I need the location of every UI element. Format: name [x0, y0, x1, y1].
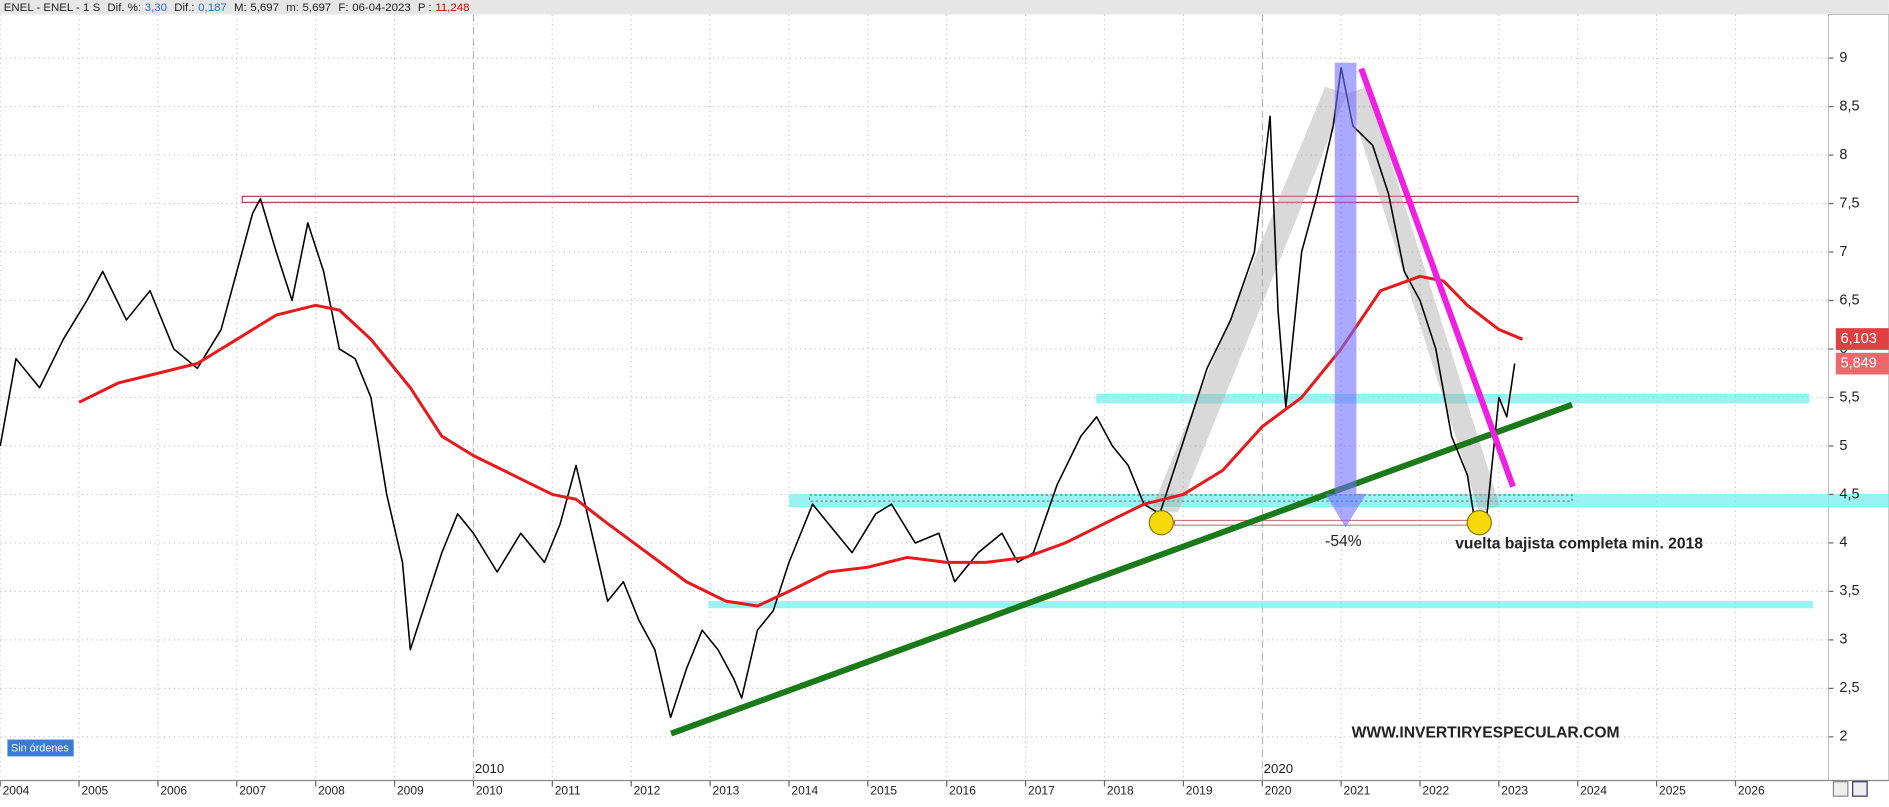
price-tag	[1835, 328, 1889, 350]
header-label: P :	[418, 2, 432, 14]
x-tick-label: 2015	[870, 784, 897, 798]
min-line	[1174, 519, 1477, 526]
x-tick-label: 2006	[160, 784, 187, 798]
header-value: 5,697	[250, 2, 279, 14]
wave-shape	[1150, 86, 1347, 512]
drop-arrow-head	[1325, 493, 1367, 528]
grid	[0, 14, 1829, 781]
x-tick-label: 2007	[239, 784, 266, 798]
support-band	[1096, 393, 1810, 404]
header-value: 06-04-2023	[352, 2, 411, 14]
y-tick-label: 9	[1839, 50, 1847, 66]
x-tick-label: 2020	[1265, 784, 1292, 798]
trend-line	[670, 401, 1574, 737]
x-tick-label: 2022	[1422, 784, 1449, 798]
x-tick-label: 2009	[397, 784, 424, 798]
y-tick-label: 7	[1839, 244, 1847, 260]
header-value: 3,30	[145, 2, 167, 14]
header-label: F:	[338, 2, 348, 14]
header-label: m:	[286, 2, 299, 14]
header-value: 5,697	[303, 2, 332, 14]
header-label: ENEL - ENEL - 1 S	[4, 2, 101, 14]
down-trend-line	[1358, 67, 1516, 488]
y-tick-label: 3	[1839, 632, 1847, 648]
x-tick-label: 2011	[555, 784, 581, 798]
header-value: 11,248	[435, 2, 469, 14]
x-tick-label: 2021	[1344, 784, 1371, 798]
y-tick-label: 2	[1839, 729, 1847, 745]
wave-shape	[1346, 86, 1500, 512]
y-tick-label: 3,5	[1839, 583, 1859, 599]
x-tick-label: 2024	[1580, 784, 1607, 798]
x-tick-label: 2008	[318, 784, 345, 798]
y-tick-label: 7,5	[1839, 195, 1859, 211]
y-tick-label: 8	[1839, 147, 1847, 163]
x-tick-label: 2018	[1107, 784, 1134, 798]
y-axis-area	[1828, 14, 1889, 781]
price-line	[0, 67, 1516, 719]
y-tick-label: 5	[1839, 438, 1847, 454]
moving-average	[78, 274, 1524, 608]
x-tick-label: 2010	[476, 784, 503, 798]
x-tick-label: 2017	[1028, 784, 1055, 798]
drop-arrow	[1334, 62, 1357, 494]
x-tick-label: 2016	[949, 784, 976, 798]
header-label: M:	[234, 2, 247, 14]
x-tick-label: 2004	[3, 784, 30, 798]
price-tag-label: 6,103	[1841, 331, 1877, 347]
series-group	[0, 67, 1524, 719]
dashed-box	[809, 494, 1573, 502]
decade-label: 2010	[475, 761, 504, 776]
x-tick-label: 2014	[791, 784, 818, 798]
low-marker	[1148, 510, 1174, 536]
y-tick-label: 8,5	[1839, 98, 1859, 114]
x-tick-label: 2005	[81, 784, 108, 798]
watermark: WWW.INVERTIRYESPECULAR.COM	[1352, 725, 1620, 742]
header-label: Dif.:	[174, 2, 194, 14]
y-tick-label: 4	[1839, 535, 1847, 551]
y-tick-label: 4,5	[1839, 486, 1859, 502]
x-tick-label: 2023	[1501, 784, 1528, 798]
price-tag-label: 5,849	[1841, 355, 1877, 371]
y-tick-label: 5,5	[1839, 389, 1859, 405]
x-tick-label: 2012	[634, 784, 661, 798]
tool-button[interactable]	[1852, 781, 1868, 797]
y-tick-label: 2,5	[1839, 680, 1859, 696]
resistance-line	[241, 195, 1579, 203]
decade-label: 2020	[1264, 761, 1293, 776]
x-tick-label: 2026	[1738, 784, 1765, 798]
price-tag	[1835, 352, 1889, 375]
header-text: ENEL - ENEL - 1 S Dif. %: 3,30 Dif.: 0,187 M:…	[4, 2, 470, 14]
header-bar	[0, 0, 1889, 15]
x-tick-label: 2019	[1186, 784, 1213, 798]
annotation: -54%	[1325, 533, 1362, 550]
tool-button[interactable]	[1832, 781, 1849, 797]
status-badge[interactable]	[7, 739, 74, 757]
header-label: Dif. %:	[107, 2, 141, 14]
low-marker	[1466, 510, 1492, 536]
annotation: vuelta bajista completa min. 2018	[1455, 536, 1703, 553]
y-tick-label: 6,5	[1839, 292, 1859, 308]
x-tick-label: 2013	[713, 784, 740, 798]
status-text[interactable]: Sin órdenes	[11, 742, 69, 754]
support-band	[708, 601, 1813, 609]
header-value: 0,187	[198, 2, 227, 14]
x-tick-label: 2025	[1659, 784, 1686, 798]
